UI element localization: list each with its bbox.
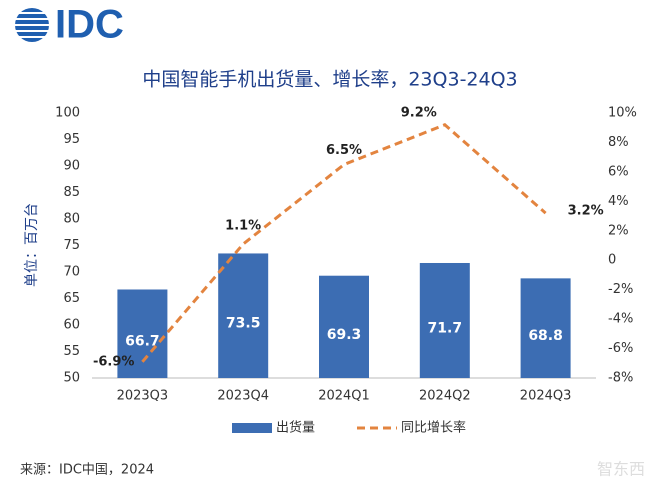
legend-label: 同比增长率 (401, 420, 466, 436)
bar-value-label: 69.3 (327, 327, 362, 343)
watermark: 智东西 (597, 460, 645, 479)
y2-tick-label: -4% (608, 312, 633, 327)
y-tick-label: 70 (63, 265, 80, 280)
y2-tick-label: 6% (608, 164, 629, 179)
x-tick-label: 2024Q1 (318, 389, 370, 404)
y2-tick-label: -8% (608, 371, 633, 386)
bar (520, 278, 571, 378)
y-tick-label: 90 (63, 159, 80, 174)
bar (218, 253, 269, 378)
y2-tick-label: -2% (608, 282, 633, 297)
y-tick-label: 65 (63, 291, 80, 306)
bar (117, 289, 168, 378)
x-tick-label: 2024Q3 (520, 389, 572, 404)
y2-tick-label: 2% (608, 223, 629, 238)
logo: IDC (55, 3, 124, 47)
x-tick-label: 2023Q3 (117, 389, 169, 404)
line-value-label: 3.2% (568, 204, 604, 219)
y-tick-label: 100 (55, 106, 80, 121)
line-value-label: 9.2% (401, 105, 437, 120)
line-value-label: -6.9% (93, 354, 134, 369)
chart-title: 中国智能手机出货量、增长率，23Q3-24Q3 (142, 69, 517, 91)
y2-tick-label: 0 (608, 253, 616, 268)
legend-label: 出货量 (276, 420, 315, 436)
y-tick-label: 55 (63, 344, 80, 359)
x-tick-label: 2024Q2 (419, 389, 471, 404)
line-value-label: 6.5% (326, 143, 362, 158)
y-tick-label: 95 (63, 132, 80, 147)
bar (419, 262, 470, 378)
y-tick-label: 80 (63, 212, 80, 227)
bar (319, 275, 369, 378)
y2-tick-label: 10% (608, 106, 637, 121)
y-tick-label: 75 (63, 238, 80, 253)
bar-value-label: 66.7 (125, 334, 160, 350)
y-tick-label: 85 (63, 185, 80, 200)
y-tick-label: 50 (63, 371, 80, 386)
line-value-label: 1.1% (225, 219, 261, 234)
bar-value-label: 73.5 (226, 316, 261, 332)
y2-tick-label: -6% (608, 341, 633, 356)
x-tick-label: 2023Q4 (217, 389, 269, 404)
source: 来源：IDC中国，2024 (20, 463, 154, 478)
y2-tick-label: 4% (608, 194, 629, 209)
legend-swatch (232, 423, 272, 433)
bar-value-label: 71.7 (428, 320, 463, 336)
bar-value-label: 68.8 (528, 328, 563, 344)
logo-icon (15, 8, 49, 42)
y-axis-label: 单位：百万台 (24, 203, 40, 287)
y-tick-label: 60 (63, 318, 80, 333)
y2-tick-label: 8% (608, 135, 629, 150)
line (141, 123, 547, 363)
